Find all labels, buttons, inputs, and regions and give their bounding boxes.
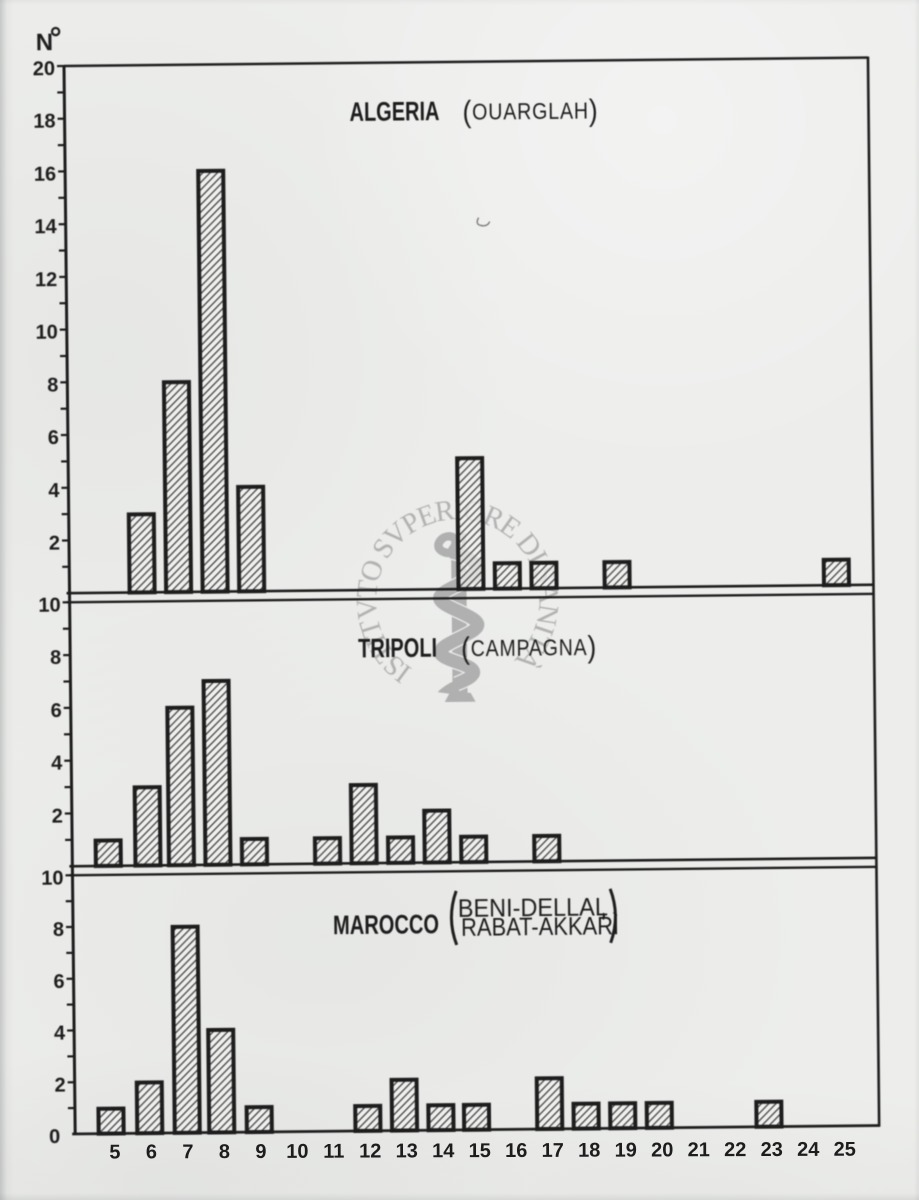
svg-text:4: 4 <box>51 753 63 775</box>
svg-text:4: 4 <box>48 480 60 502</box>
svg-text:12: 12 <box>359 1140 381 1162</box>
svg-text:10: 10 <box>38 594 60 616</box>
svg-text:9: 9 <box>255 1141 266 1163</box>
svg-text:20: 20 <box>651 1139 673 1161</box>
svg-text:6: 6 <box>53 971 64 993</box>
svg-text:24: 24 <box>797 1139 820 1161</box>
svg-text:6: 6 <box>146 1141 157 1163</box>
svg-text:6: 6 <box>51 700 62 722</box>
svg-text:13: 13 <box>396 1140 418 1162</box>
svg-text:8: 8 <box>47 374 58 396</box>
svg-text:10: 10 <box>286 1141 308 1163</box>
svg-text:14: 14 <box>34 216 57 238</box>
svg-text:18: 18 <box>33 111 55 133</box>
svg-text:5: 5 <box>109 1141 120 1163</box>
svg-text:TRIPOLI: TRIPOLI <box>358 633 437 664</box>
svg-text:17: 17 <box>542 1140 564 1162</box>
svg-text:8: 8 <box>50 647 61 669</box>
svg-text:2: 2 <box>52 806 63 828</box>
svg-text:8: 8 <box>219 1141 230 1163</box>
svg-text:18: 18 <box>578 1140 600 1162</box>
svg-text:15: 15 <box>469 1140 491 1162</box>
svg-text:10: 10 <box>41 867 63 889</box>
svg-text:14: 14 <box>432 1140 455 1162</box>
svg-text:12: 12 <box>35 269 57 291</box>
svg-text:16: 16 <box>505 1140 527 1162</box>
svg-text:2: 2 <box>49 533 60 555</box>
svg-text:RABAT-AKKARÌ: RABAT-AKKARÌ <box>461 911 619 942</box>
svg-text:19: 19 <box>615 1139 637 1161</box>
svg-text:16: 16 <box>34 163 56 185</box>
svg-text:8: 8 <box>53 919 64 941</box>
svg-text:20: 20 <box>33 58 55 80</box>
svg-text:ALGERIA: ALGERIA <box>349 96 439 127</box>
svg-text:6: 6 <box>48 427 59 449</box>
svg-text:MAROCCO: MAROCCO <box>333 909 439 940</box>
svg-text:25: 25 <box>834 1139 856 1161</box>
svg-text:23: 23 <box>761 1139 783 1161</box>
svg-text:(OUARGLAH): (OUARGLAH) <box>462 92 598 128</box>
svg-text:BENI-DELLAL: BENI-DELLAL <box>458 893 608 923</box>
svg-text:21: 21 <box>688 1139 710 1161</box>
svg-text:2: 2 <box>54 1074 65 1096</box>
svg-text:7: 7 <box>182 1141 193 1163</box>
svg-text:4: 4 <box>54 1023 66 1045</box>
svg-text:N: N <box>36 29 54 56</box>
svg-text:10: 10 <box>35 322 57 344</box>
svg-text:22: 22 <box>724 1139 746 1161</box>
svg-text:11: 11 <box>323 1141 344 1163</box>
svg-text:0: 0 <box>49 1126 60 1148</box>
svg-text:(CAMPAGNA): (CAMPAGNA) <box>461 629 597 665</box>
